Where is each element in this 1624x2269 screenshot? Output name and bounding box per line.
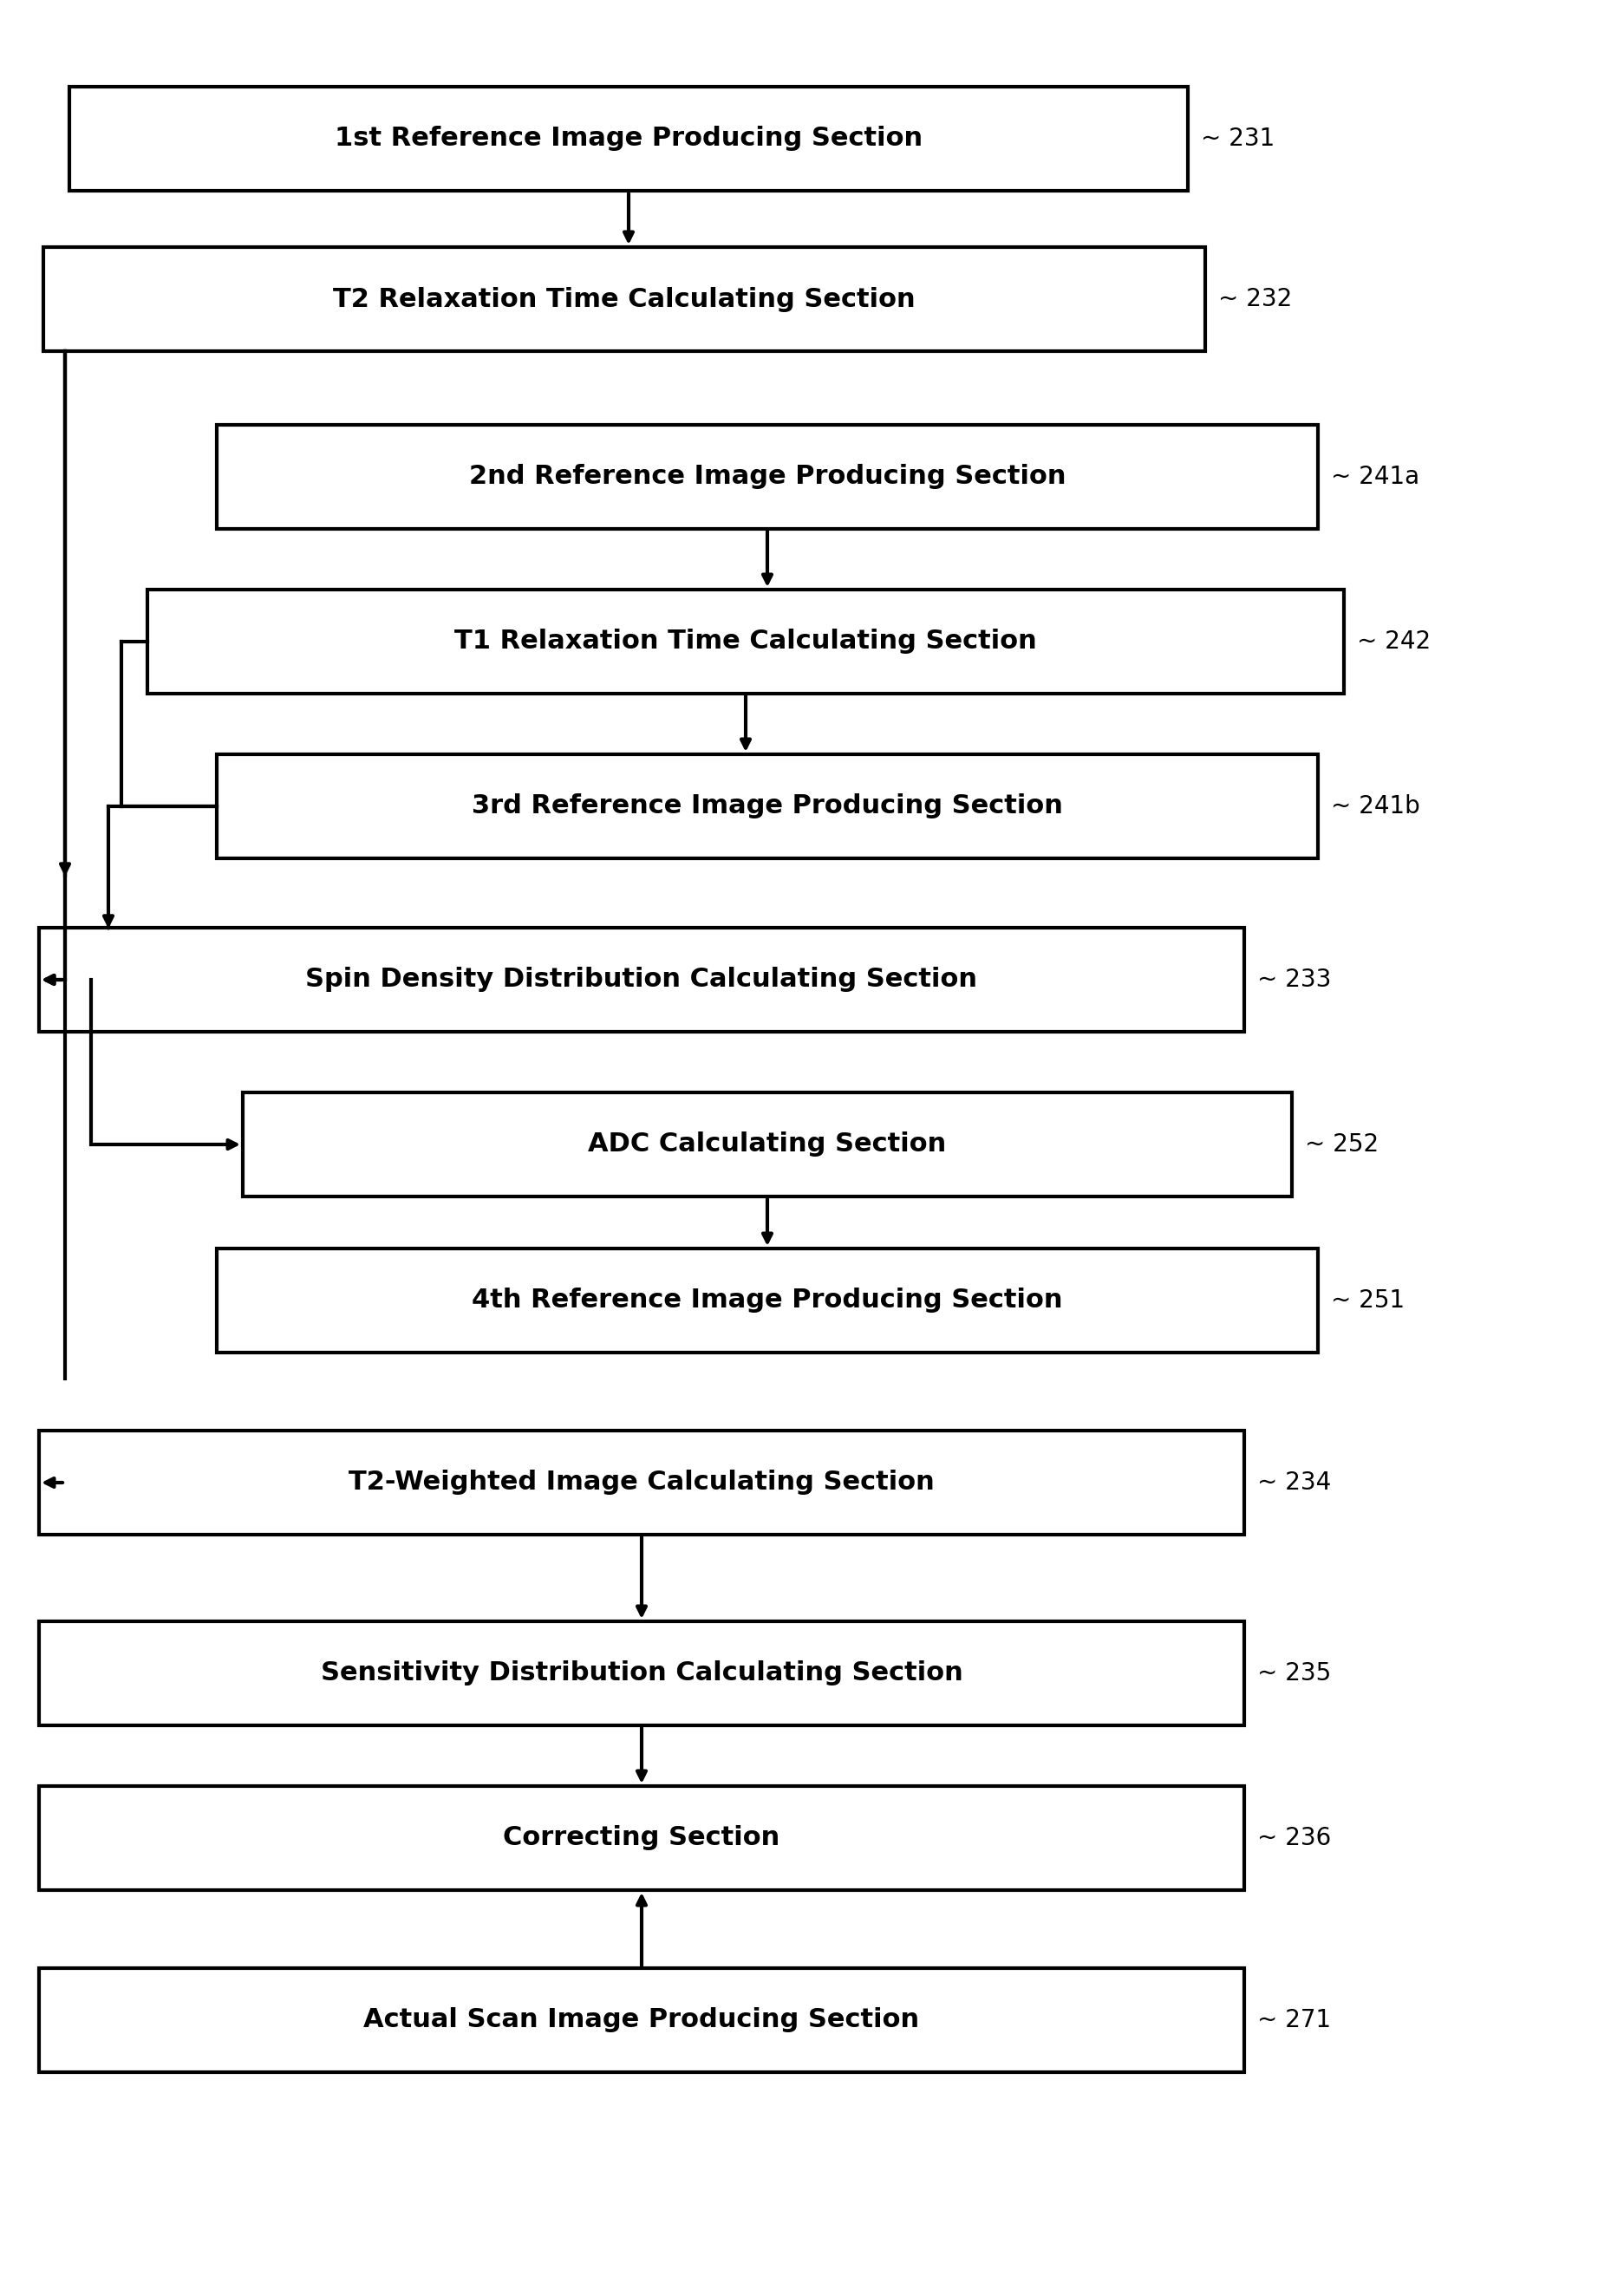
Text: ~ 251: ~ 251 bbox=[1332, 1289, 1405, 1314]
Text: Sensitivity Distribution Calculating Section: Sensitivity Distribution Calculating Sec… bbox=[320, 1661, 963, 1686]
Text: 4th Reference Image Producing Section: 4th Reference Image Producing Section bbox=[473, 1289, 1062, 1314]
Text: ~ 233: ~ 233 bbox=[1257, 967, 1332, 992]
Text: 2nd Reference Image Producing Section: 2nd Reference Image Producing Section bbox=[469, 465, 1065, 490]
Text: T2-Weighted Image Calculating Section: T2-Weighted Image Calculating Section bbox=[349, 1470, 934, 1495]
Bar bbox=[39, 1622, 1244, 1724]
Bar bbox=[148, 590, 1345, 694]
Bar bbox=[216, 753, 1319, 858]
Text: Actual Scan Image Producing Section: Actual Scan Image Producing Section bbox=[364, 2008, 919, 2033]
Bar bbox=[39, 1429, 1244, 1534]
Text: ~ 235: ~ 235 bbox=[1257, 1661, 1332, 1686]
Text: ~ 271: ~ 271 bbox=[1257, 2008, 1332, 2033]
Bar bbox=[39, 1786, 1244, 1890]
Text: ~ 236: ~ 236 bbox=[1257, 1827, 1332, 1849]
Text: ~ 242: ~ 242 bbox=[1358, 629, 1431, 653]
Text: ~ 231: ~ 231 bbox=[1200, 127, 1275, 150]
Text: Correcting Section: Correcting Section bbox=[503, 1827, 780, 1852]
Text: ~ 241a: ~ 241a bbox=[1332, 465, 1419, 490]
Text: Spin Density Distribution Calculating Section: Spin Density Distribution Calculating Se… bbox=[305, 967, 978, 992]
Bar bbox=[70, 86, 1187, 191]
Text: ~ 232: ~ 232 bbox=[1218, 286, 1293, 311]
Text: 3rd Reference Image Producing Section: 3rd Reference Image Producing Section bbox=[471, 794, 1064, 819]
Text: ADC Calculating Section: ADC Calculating Section bbox=[588, 1132, 947, 1157]
Text: ~ 234: ~ 234 bbox=[1257, 1470, 1332, 1495]
Text: ~ 241b: ~ 241b bbox=[1332, 794, 1419, 819]
Bar bbox=[44, 247, 1205, 352]
Text: T2 Relaxation Time Calculating Section: T2 Relaxation Time Calculating Section bbox=[333, 286, 916, 311]
Bar bbox=[216, 424, 1319, 529]
Text: ~ 252: ~ 252 bbox=[1306, 1132, 1379, 1157]
Bar bbox=[39, 1967, 1244, 2072]
Bar bbox=[39, 928, 1244, 1032]
Text: T1 Relaxation Time Calculating Section: T1 Relaxation Time Calculating Section bbox=[455, 629, 1036, 653]
Bar bbox=[242, 1091, 1293, 1196]
Text: 1st Reference Image Producing Section: 1st Reference Image Producing Section bbox=[335, 127, 922, 152]
Bar bbox=[216, 1248, 1319, 1352]
